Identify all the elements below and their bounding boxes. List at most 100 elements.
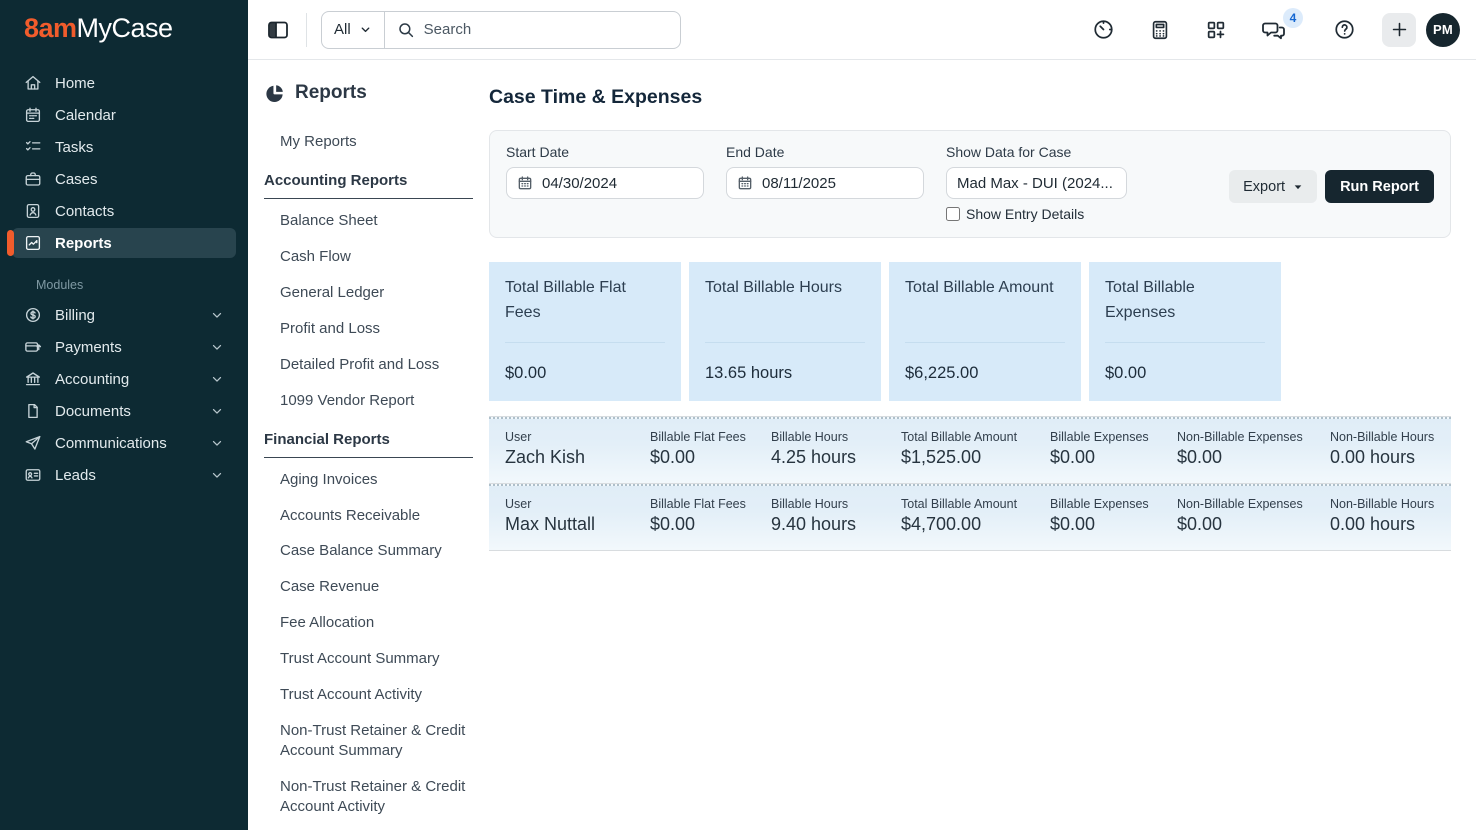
pie-chart-icon — [264, 83, 285, 104]
row-cell-user: User Zach Kish — [505, 430, 650, 468]
report-link-case-balance-summary[interactable]: Case Balance Summary — [280, 542, 442, 560]
sidebar-item-label: Reports — [55, 234, 112, 252]
row-cell-user: User Max Nuttall — [505, 497, 650, 535]
sidebar-item-contacts[interactable]: Contacts — [12, 196, 236, 226]
sidebar-item-home[interactable]: Home — [12, 68, 236, 98]
report-link-trust-account-activity[interactable]: Trust Account Activity — [280, 686, 422, 704]
search-icon — [397, 21, 415, 39]
user-row-max-nuttall: User Max Nuttall Billable Flat Fees $0.0… — [489, 484, 1451, 550]
row-cell-billable-hours: Billable Hours 4.25 hours — [771, 430, 901, 468]
report-link-non-trust-retainer-credit-account-summary[interactable]: Non-Trust Retainer & Credit Account Summ… — [280, 722, 466, 760]
sidebar-item-accounting[interactable]: Accounting — [12, 364, 236, 394]
end-date-value: 08/11/2025 — [762, 174, 836, 192]
chevron-down-icon[interactable] — [210, 372, 224, 386]
sidebar-item-leads[interactable]: Leads — [12, 460, 236, 490]
cell-value: $1,525.00 — [901, 447, 982, 467]
cell-value: 0.00 hours — [1330, 514, 1416, 534]
global-search: All Search — [321, 10, 681, 49]
sidebar-item-calendar[interactable]: Calendar — [12, 100, 236, 130]
add-button[interactable] — [1382, 12, 1416, 47]
calendar-small-icon — [737, 175, 753, 191]
panel-toggle-icon[interactable] — [266, 18, 290, 42]
sidebar-item-label: Home — [55, 74, 96, 92]
cell-label: Billable Hours — [771, 497, 849, 511]
report-link-fee-allocation[interactable]: Fee Allocation — [280, 614, 375, 632]
report-link-non-trust-retainer-credit-account-activity[interactable]: Non-Trust Retainer & Credit Account Acti… — [280, 778, 466, 815]
run-report-button[interactable]: Run Report — [1325, 170, 1434, 203]
row-cell-total-billable-amount: Total Billable Amount $4,700.00 — [901, 497, 1050, 535]
chevron-down-icon[interactable] — [210, 468, 224, 482]
export-button[interactable]: Export — [1229, 170, 1318, 203]
search-scope-dropdown[interactable]: All — [322, 11, 385, 48]
sidebar-item-communications[interactable]: Communications — [12, 428, 236, 458]
chevron-down-icon[interactable] — [210, 404, 224, 418]
cell-label: User — [505, 430, 532, 444]
case-select[interactable]: Mad Max - DUI (2024... — [946, 167, 1127, 199]
topbar-actions: 4 PM — [1092, 7, 1460, 47]
summary-card-label: Total Billable Hours — [705, 279, 842, 296]
sidebar-item-label: Communications — [55, 434, 167, 452]
chevron-down-icon[interactable] — [210, 340, 224, 354]
timer-icon[interactable] — [1092, 18, 1115, 41]
sidebar-item-billing[interactable]: Billing — [12, 300, 236, 330]
search-input[interactable]: Search — [385, 21, 680, 39]
calculator-icon[interactable] — [1149, 19, 1171, 41]
mycase-logo[interactable]: 8amMyCase — [0, 0, 248, 58]
chevron-down-icon[interactable] — [210, 436, 224, 450]
help-icon[interactable] — [1333, 18, 1356, 41]
section-divider — [489, 416, 1451, 417]
sidebar-item-label: Contacts — [55, 202, 115, 220]
report-link-accounts-receivable[interactable]: Accounts Receivable — [280, 506, 421, 524]
case-label: Show Data for Case — [946, 144, 1072, 160]
caret-down-icon — [1293, 182, 1303, 192]
sidebar-item-cases[interactable]: Cases — [12, 164, 236, 194]
cell-value: $4,700.00 — [901, 514, 982, 534]
sidebar-item-label: Cases — [55, 170, 98, 188]
summary-card-label: Total Billable Amount — [905, 279, 1054, 296]
report-link-1099-vendor-report[interactable]: 1099 Vendor Report — [280, 391, 415, 409]
sidebar-item-documents[interactable]: Documents — [12, 396, 236, 426]
sidebar-item-reports[interactable]: Reports — [12, 228, 236, 258]
start-date-input[interactable]: 04/30/2024 — [506, 167, 704, 199]
end-date-input[interactable]: 08/11/2025 — [726, 167, 924, 199]
calendar-icon — [24, 106, 42, 124]
sidebar-item-tasks[interactable]: Tasks — [12, 132, 236, 162]
chat-icon[interactable]: 4 — [1261, 7, 1303, 42]
chevron-down-icon — [359, 23, 372, 36]
report-link-my-reports[interactable]: My Reports — [280, 133, 357, 150]
cell-value: $0.00 — [1050, 447, 1096, 467]
chevron-down-icon[interactable] — [210, 308, 224, 322]
apps-grid-icon[interactable] — [1205, 19, 1227, 41]
main-panel: Case Time & Expenses Start Date 04/30/20… — [489, 60, 1476, 830]
report-link-cash-flow[interactable]: Cash Flow — [280, 247, 351, 265]
cell-value: Zach Kish — [505, 447, 586, 467]
sidebar-item-payments[interactable]: Payments — [12, 332, 236, 362]
run-report-button-label: Run Report — [1340, 178, 1419, 195]
card-divider — [905, 342, 1065, 343]
show-entry-details-checkbox[interactable] — [946, 207, 960, 221]
reports-icon — [24, 234, 42, 252]
report-link-profit-and-loss[interactable]: Profit and Loss — [280, 319, 381, 337]
cell-label: Billable Flat Fees — [650, 497, 746, 511]
cell-label: Billable Expenses — [1050, 430, 1149, 444]
avatar[interactable]: PM — [1426, 12, 1460, 47]
row-cell-total-billable-amount: Total Billable Amount $1,525.00 — [901, 430, 1050, 468]
start-date-label: Start Date — [506, 144, 570, 160]
row-cell-billable-expenses: Billable Expenses $0.00 — [1050, 430, 1177, 468]
report-link-trust-account-summary[interactable]: Trust Account Summary — [280, 650, 440, 668]
reports-nav-title: Reports — [295, 82, 367, 103]
calendar-small-icon — [517, 175, 533, 191]
report-link-general-ledger[interactable]: General Ledger — [280, 283, 385, 301]
show-entry-details-row: Show Entry Details — [946, 206, 1127, 222]
summary-card-label: Total Billable Flat Fees — [505, 279, 626, 321]
summary-card-total-billable-amount: Total Billable Amount $6,225.00 — [889, 262, 1081, 401]
right-column: All Search — [248, 0, 1476, 830]
section-heading-accounting-reports: Accounting Reports — [264, 172, 473, 199]
report-link-balance-sheet[interactable]: Balance Sheet — [280, 211, 378, 229]
report-link-case-revenue[interactable]: Case Revenue — [280, 578, 380, 596]
home-icon — [24, 74, 42, 92]
report-link-aging-invoices[interactable]: Aging Invoices — [280, 470, 378, 488]
report-link-detailed-profit-and-loss[interactable]: Detailed Profit and Loss — [280, 355, 440, 373]
accounting-icon — [24, 370, 42, 388]
reports-nav-header: Reports — [264, 82, 473, 104]
